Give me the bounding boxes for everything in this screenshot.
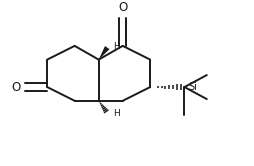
Text: H: H bbox=[113, 42, 120, 51]
Text: O: O bbox=[11, 81, 21, 94]
Polygon shape bbox=[99, 46, 109, 60]
Text: H: H bbox=[113, 109, 120, 118]
Text: Si: Si bbox=[189, 82, 198, 92]
Text: O: O bbox=[118, 1, 127, 14]
